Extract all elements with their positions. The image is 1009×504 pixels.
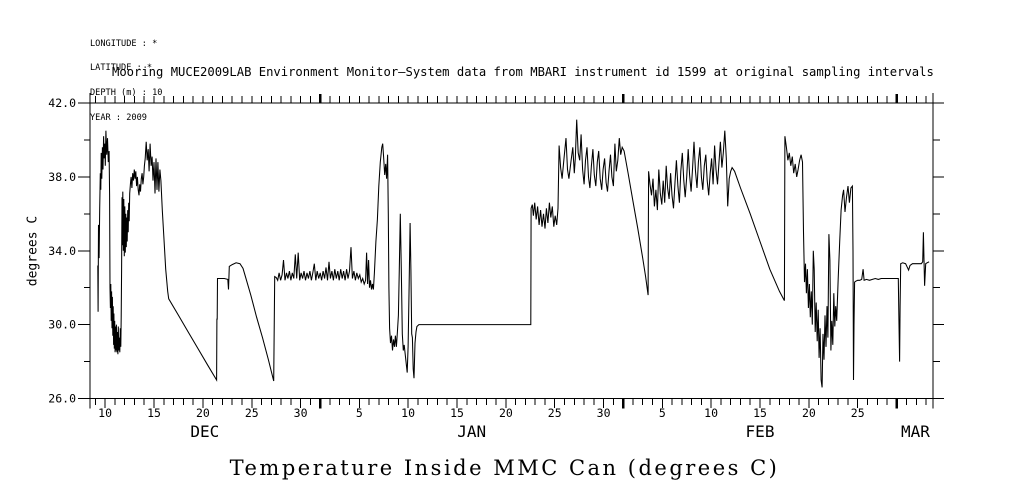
metadata-depth: DEPTH (m) : 10 xyxy=(90,88,163,99)
svg-text:20: 20 xyxy=(196,406,210,420)
temperature-series-line xyxy=(97,119,930,388)
plot-title: Mooring MUCE2009LAB Environment Monitor—… xyxy=(112,65,934,79)
svg-text:25: 25 xyxy=(851,406,865,420)
svg-text:15: 15 xyxy=(450,406,464,420)
metadata-year: YEAR : 2009 xyxy=(90,113,147,124)
svg-text:FEB: FEB xyxy=(746,422,775,441)
svg-text:10: 10 xyxy=(98,406,112,420)
svg-text:30: 30 xyxy=(597,406,611,420)
svg-text:JAN: JAN xyxy=(457,422,486,441)
metadata-longitude: LONGITUDE : * xyxy=(90,38,158,49)
svg-text:42.0: 42.0 xyxy=(48,96,76,110)
svg-text:10: 10 xyxy=(704,406,718,420)
y-axis-ticks xyxy=(78,102,944,399)
svg-text:10: 10 xyxy=(401,406,415,420)
y-axis-tick-labels: 26.0 30.0 34.0 38.0 42.0 xyxy=(48,96,76,406)
svg-text:MAR: MAR xyxy=(901,422,930,441)
svg-text:25: 25 xyxy=(245,406,259,420)
axis-frame xyxy=(80,93,943,409)
metadata-block: LONGITUDE : * LATITUDE : * DEPTH (m) : 1… xyxy=(90,23,162,139)
svg-text:25: 25 xyxy=(548,406,562,420)
svg-text:20: 20 xyxy=(499,406,513,420)
chart-caption: Temperature Inside MMC Can (degrees C) xyxy=(229,456,780,480)
svg-text:30: 30 xyxy=(294,406,308,420)
y-axis-title: degrees C xyxy=(25,215,41,287)
x-axis-ticks xyxy=(94,94,927,409)
metadata-latitude: LATITUDE : * xyxy=(90,63,153,74)
svg-text:20: 20 xyxy=(802,406,816,420)
svg-text:30.0: 30.0 xyxy=(48,318,76,332)
svg-text:DEC: DEC xyxy=(190,422,219,441)
svg-text:15: 15 xyxy=(753,406,767,420)
svg-text:5: 5 xyxy=(356,406,363,420)
svg-text:5: 5 xyxy=(659,406,666,420)
svg-text:34.0: 34.0 xyxy=(48,244,76,258)
month-labels: DEC JAN FEB MAR xyxy=(190,422,930,441)
x-axis-tick-labels: 10 15 20 25 30 5 10 15 20 25 30 5 10 15 20 25 xyxy=(98,406,864,420)
svg-text:38.0: 38.0 xyxy=(48,170,76,184)
svg-text:26.0: 26.0 xyxy=(48,392,76,406)
svg-text:15: 15 xyxy=(147,406,161,420)
